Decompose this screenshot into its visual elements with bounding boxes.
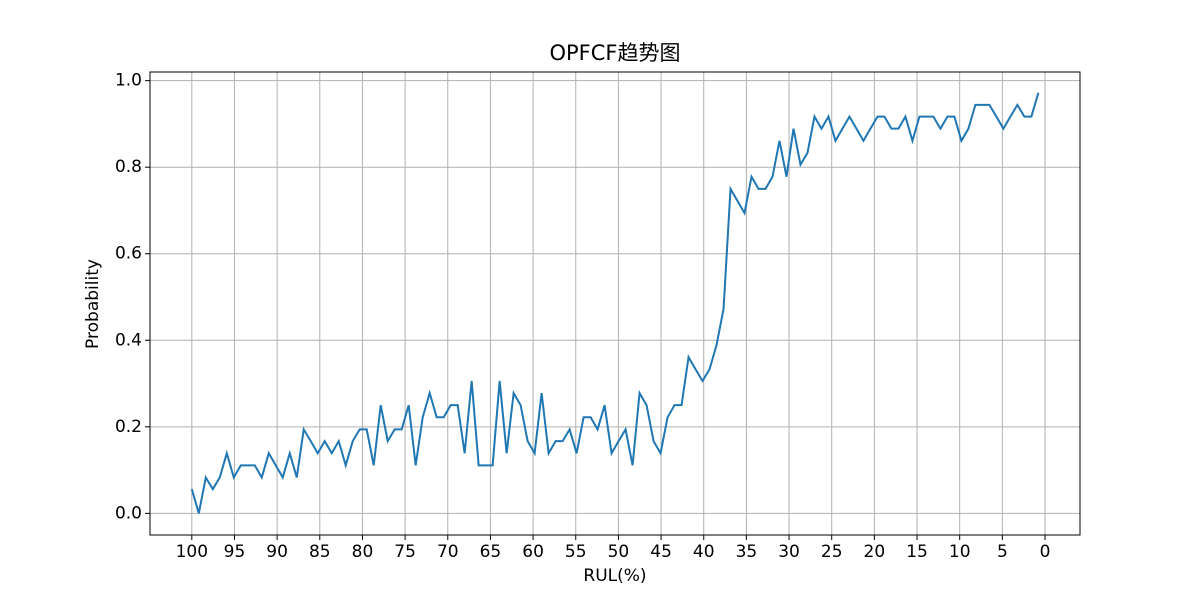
x-tick-label: 10 xyxy=(949,542,971,562)
y-tick-label: 0.8 xyxy=(115,157,142,177)
x-tick-label: 30 xyxy=(778,542,800,562)
x-tick-label: 0 xyxy=(1040,542,1051,562)
y-tick-label: 0.0 xyxy=(115,503,142,523)
x-tick-label: 5 xyxy=(997,542,1008,562)
x-tick-label: 40 xyxy=(693,542,715,562)
x-tick-label: 85 xyxy=(309,542,331,562)
x-tick-label: 75 xyxy=(394,542,416,562)
x-tick-label: 80 xyxy=(352,542,374,562)
x-tick-label: 35 xyxy=(736,542,758,562)
y-axis-label: Probability xyxy=(83,259,103,349)
x-axis-label: RUL(%) xyxy=(583,566,646,586)
y-tick-label: 0.6 xyxy=(115,244,142,264)
x-tick-label: 20 xyxy=(864,542,886,562)
plot-frame xyxy=(149,71,1081,536)
y-tick-label: 1.0 xyxy=(115,71,142,91)
x-tick-label: 25 xyxy=(821,542,843,562)
data-line xyxy=(190,92,1040,514)
x-tick-label: 45 xyxy=(650,542,672,562)
x-tick-label: 60 xyxy=(522,542,544,562)
x-tick-label: 15 xyxy=(906,542,928,562)
y-tick-label: 0.4 xyxy=(115,330,142,350)
x-tick-label: 95 xyxy=(224,542,246,562)
chart-title: OPFCF趋势图 xyxy=(549,41,680,65)
x-tick-label: 50 xyxy=(608,542,630,562)
x-tick-label: 90 xyxy=(266,542,288,562)
x-tick-label: 70 xyxy=(437,542,459,562)
x-tick-label: 100 xyxy=(176,542,208,562)
y-tick-label: 0.2 xyxy=(115,417,142,437)
x-tick-label: 55 xyxy=(565,542,587,562)
x-tick-label: 65 xyxy=(480,542,502,562)
